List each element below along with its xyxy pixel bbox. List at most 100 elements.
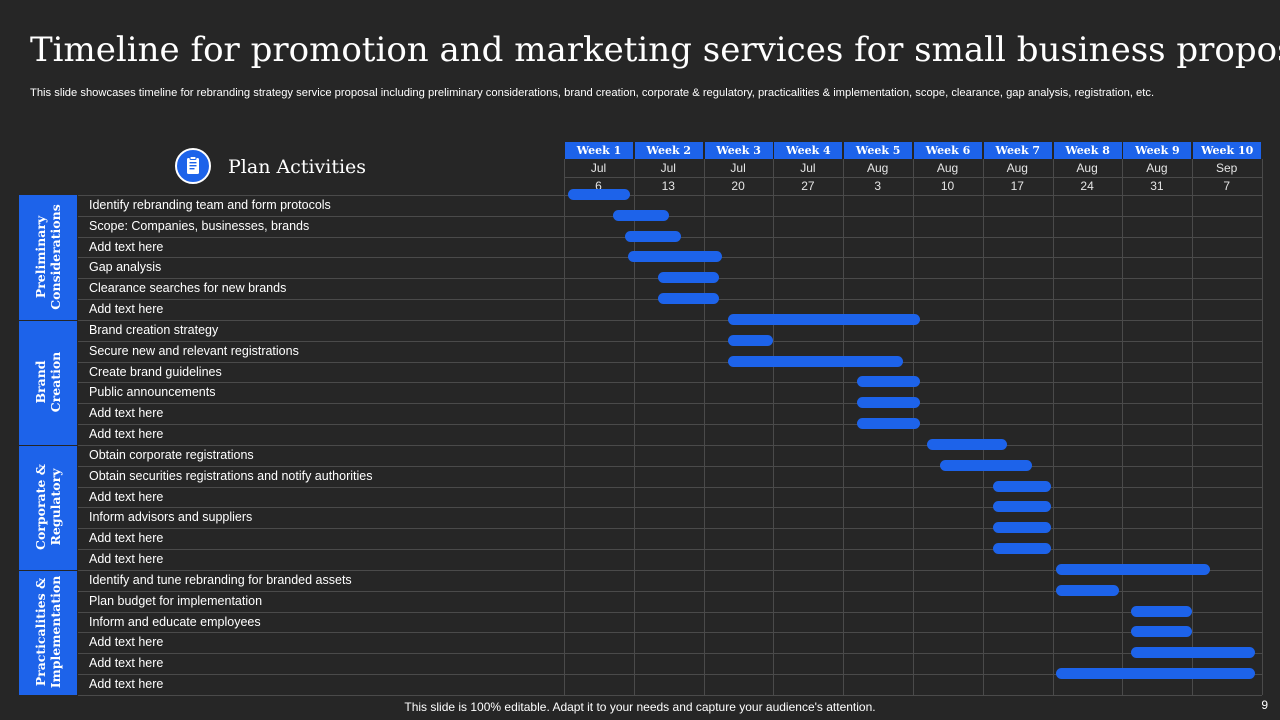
- grid-row-line: [78, 320, 1262, 321]
- category-label: Brand Creation: [33, 352, 63, 413]
- slide-subtitle: This slide showcases timeline for rebran…: [30, 87, 1155, 99]
- plan-activities-title: Plan Activities: [228, 156, 367, 178]
- task-label: Identify rebranding team and form protoc…: [89, 198, 331, 212]
- task-label: Secure new and relevant registrations: [89, 343, 299, 358]
- clipboard-icon: [175, 148, 211, 184]
- category-label: Preliminary Considerations: [33, 205, 63, 311]
- task-label: Gap analysis: [89, 260, 162, 275]
- grid-column-line: [773, 159, 774, 695]
- week-header-10: Week 10: [1193, 142, 1262, 159]
- task-label: Create brand guidelines: [89, 364, 222, 379]
- grid-row-line: [78, 507, 1262, 508]
- grid-row-line: [78, 653, 1262, 654]
- task-bar: [927, 438, 1008, 450]
- week-day-3: 20: [731, 179, 745, 193]
- task-bar: [993, 543, 1052, 555]
- grid-row-line: [78, 466, 1262, 467]
- task-bar: [939, 459, 1032, 471]
- grid-row-line: [564, 177, 1262, 178]
- grid-row-line: [78, 424, 1262, 425]
- task-label: Obtain securities registrations and noti…: [89, 468, 373, 483]
- task-bar: [1056, 584, 1119, 596]
- week-month-6: Aug: [936, 161, 959, 175]
- task-bar: [857, 397, 920, 409]
- category-box: [19, 445, 77, 570]
- task-bar: [993, 480, 1052, 492]
- week-day-1: 6: [595, 179, 602, 193]
- week-month-1: Jul: [590, 161, 607, 175]
- task-label: Plan budget for implementation: [89, 593, 263, 608]
- grid-column-line: [1262, 159, 1263, 695]
- grid-column-line: [704, 159, 705, 695]
- task-label: Scope: Companies, businesses, brands: [89, 218, 310, 233]
- grid-row-line: [78, 612, 1262, 613]
- grid-column-line: [1053, 159, 1054, 695]
- category-box: [19, 320, 77, 445]
- week-header-1: Week 1: [565, 142, 633, 159]
- category-box: [19, 570, 77, 695]
- task-label: Add text here: [89, 489, 164, 504]
- grid-column-line: [843, 159, 844, 695]
- grid-row-line: [78, 403, 1262, 404]
- task-label: Inform advisors and suppliers: [89, 510, 253, 525]
- grid-column-line: [1192, 159, 1193, 695]
- week-header-5: Week 5: [844, 142, 913, 159]
- task-label: Public announcements: [89, 385, 216, 400]
- week-month-9: Aug: [1146, 161, 1168, 175]
- week-header-3: Week 3: [704, 142, 773, 159]
- task-label: Obtain corporate registrations: [89, 447, 254, 462]
- week-header-4: Week 4: [774, 142, 843, 159]
- task-label: Add text here: [89, 677, 164, 692]
- task-bar: [993, 522, 1052, 534]
- week-header-6: Week 6: [914, 142, 982, 159]
- week-month-7: Aug: [1006, 161, 1028, 175]
- task-label: Add text here: [89, 656, 164, 671]
- grid-row-line: [78, 341, 1262, 342]
- task-bar: [658, 272, 719, 284]
- task-bar: [567, 189, 631, 200]
- grid-row-line: [78, 445, 1262, 446]
- task-label: Add text here: [89, 552, 164, 567]
- task-bar: [1056, 668, 1255, 680]
- category-label-line: Brand: [33, 360, 48, 405]
- week-day-4: 27: [801, 179, 815, 193]
- task-bar: [1130, 647, 1255, 659]
- task-label: Identify and tune rebranding for branded…: [89, 572, 352, 587]
- grid-column-line: [983, 159, 984, 695]
- category-label-line: Preliminary: [33, 216, 48, 299]
- week-day-9: 31: [1150, 179, 1164, 193]
- grid-column-line: [634, 159, 635, 695]
- task-label: Inform and educate employees: [89, 614, 261, 629]
- week-month-2: Jul: [660, 161, 676, 175]
- category-label-line: Practicalities &: [33, 578, 48, 687]
- grid-row-line: [78, 674, 1262, 675]
- category-label-line: Considerations: [48, 204, 63, 311]
- grid-row-line: [78, 591, 1262, 592]
- week-month-8: Aug: [1076, 161, 1098, 175]
- task-bar: [728, 313, 920, 325]
- week-header-9: Week 9: [1123, 142, 1192, 159]
- week-month-5: Aug: [867, 161, 889, 175]
- week-month-4: Jul: [800, 161, 816, 175]
- week-day-6: 10: [940, 179, 955, 193]
- task-label: Add text here: [89, 239, 164, 254]
- grid-column-line: [1122, 159, 1123, 695]
- category-label-line: Implementation: [48, 576, 63, 689]
- grid-row-line: [78, 362, 1262, 363]
- week-day-7: 17: [1010, 179, 1024, 193]
- grid-row-line: [78, 487, 1262, 488]
- grid-row-line: [78, 695, 1262, 696]
- task-label: Brand creation strategy: [89, 322, 219, 337]
- task-label: Add text here: [89, 406, 164, 421]
- week-header-2: Week 2: [634, 142, 703, 159]
- footer-note: This slide is 100% editable. Adapt it to…: [404, 700, 876, 714]
- category-label-line: Corporate &: [33, 464, 48, 551]
- week-day-2: 13: [661, 179, 675, 193]
- grid-row-line: [78, 216, 1262, 217]
- task-bar: [658, 293, 719, 305]
- category-box: [19, 195, 77, 320]
- grid-row-line: [78, 570, 1262, 571]
- week-day-10: 7: [1223, 179, 1231, 193]
- week-header-8: Week 8: [1053, 142, 1122, 159]
- task-label: Add text here: [89, 635, 164, 650]
